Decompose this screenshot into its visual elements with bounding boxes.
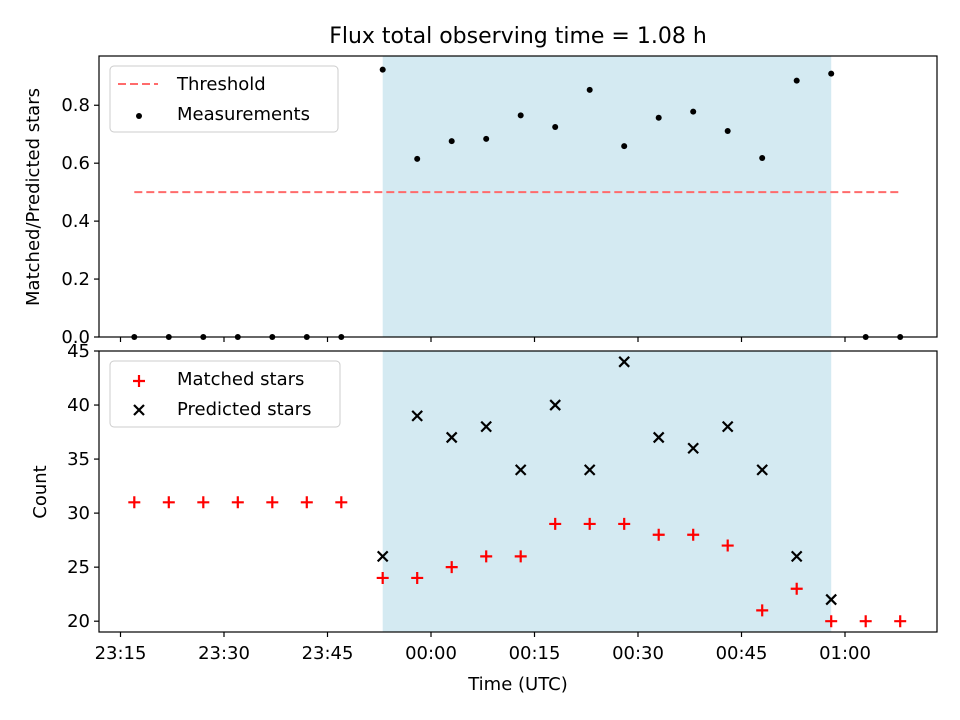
x-tick-label: 01:00 xyxy=(819,643,871,664)
matched-stars-point xyxy=(859,615,872,628)
matched-stars-point xyxy=(583,517,596,530)
y-tick-label: 20 xyxy=(67,611,90,632)
predicted-stars-point xyxy=(721,420,734,433)
observing-span xyxy=(382,56,832,337)
predicted-stars-point xyxy=(514,464,527,476)
matched-stars-point xyxy=(162,496,175,509)
measurement-point xyxy=(414,155,421,162)
measurement-point xyxy=(828,70,835,77)
matched-stars-point xyxy=(300,496,313,509)
matched-stars-point xyxy=(825,615,838,628)
matched-stars-point xyxy=(514,550,527,563)
measurement-point xyxy=(517,112,524,119)
matched-stars-point xyxy=(549,517,562,530)
chart-title: Flux total observing time = 1.08 h xyxy=(329,24,707,49)
x-tick-label: 00:45 xyxy=(716,643,768,664)
bottom-panel-frame xyxy=(98,350,938,633)
y-tick-label: 30 xyxy=(67,503,90,524)
legend-matched-label: Matched stars xyxy=(177,369,304,390)
legend-predicted-swatch xyxy=(133,404,145,416)
y-tick-label: 35 xyxy=(67,449,90,470)
y-tick-label: 0.0 xyxy=(61,327,90,348)
matched-stars-point xyxy=(721,539,734,552)
matched-stars-point xyxy=(790,582,803,595)
measurement-point xyxy=(448,138,455,145)
x-tick-label: 23:15 xyxy=(95,643,147,664)
matched-stars-point xyxy=(376,571,389,584)
matched-stars-point xyxy=(687,528,700,541)
predicted-stars-point xyxy=(411,410,423,422)
matched-stars-point xyxy=(618,517,631,530)
measurement-point xyxy=(759,154,766,161)
bottom-panel: 20 25 30 35 40 45 23:15 23:30 23:45 00:00 00:15 00… xyxy=(30,341,938,695)
y-tick-label: 25 xyxy=(67,557,90,578)
top-legend: Threshold Measurements xyxy=(109,65,339,133)
matched-stars-point xyxy=(480,550,493,563)
predicted-stars-point xyxy=(756,464,768,476)
y-tick-label: 0.6 xyxy=(61,153,90,174)
legend-predicted-label: Predicted stars xyxy=(177,399,311,420)
top-y-axis-label: Matched/Predicted stars xyxy=(23,88,44,306)
y-tick-label: 45 xyxy=(67,341,90,362)
measurement-point xyxy=(621,143,628,150)
measurement-point xyxy=(552,123,559,130)
x-tick-label: 23:45 xyxy=(302,643,354,664)
y-tick-label: 0.8 xyxy=(61,95,90,116)
measurement-point xyxy=(483,135,490,142)
matched-stars-point xyxy=(894,615,907,628)
x-axis-label: Time (UTC) xyxy=(467,674,568,695)
matched-stars-point xyxy=(652,528,665,541)
matched-stars-point xyxy=(411,571,424,584)
predicted-stars-point xyxy=(618,356,630,368)
top-panel-frame xyxy=(98,55,938,338)
x-tick-label: 00:30 xyxy=(612,643,664,664)
measurement-point xyxy=(724,128,731,135)
predicted-stars-point xyxy=(652,431,665,444)
predicted-stars-point xyxy=(825,593,837,606)
measurement-point xyxy=(655,114,662,121)
legend-matched-swatch xyxy=(133,375,145,387)
matched-stars-point xyxy=(335,496,348,509)
legend-threshold-label: Threshold xyxy=(176,74,266,95)
predicted-stars-point xyxy=(549,399,561,411)
legend-measurements-label: Measurements xyxy=(177,104,310,125)
measurement-point xyxy=(379,66,386,73)
matched-stars-point xyxy=(756,604,769,617)
legend-measurements-swatch xyxy=(136,113,142,119)
matched-stars-point xyxy=(266,496,279,509)
measurement-point xyxy=(793,77,800,84)
predicted-stars-point xyxy=(376,550,389,563)
y-tick-label: 0.4 xyxy=(61,211,90,232)
predicted-stars-point xyxy=(687,442,699,455)
x-tick-label: 23:30 xyxy=(198,643,250,664)
matched-stars-point xyxy=(445,561,458,574)
x-tick-label: 00:00 xyxy=(405,643,457,664)
bottom-legend: Matched stars Predicted stars xyxy=(109,360,341,428)
top-legend-box xyxy=(109,65,339,133)
matched-stars-point xyxy=(197,496,210,509)
observing-span xyxy=(382,351,832,632)
measurement-point xyxy=(690,108,697,115)
predicted-stars-point xyxy=(480,420,492,433)
top-panel: 0.00.20.40.60.8 Matched/Predicted stars … xyxy=(23,55,938,348)
x-tick-label: 00:15 xyxy=(509,643,561,664)
predicted-stars-point xyxy=(790,550,803,563)
measurement-point xyxy=(586,86,593,93)
matched-stars-point xyxy=(128,496,141,509)
predicted-stars-point xyxy=(583,464,596,476)
bottom-legend-box xyxy=(109,360,341,428)
y-tick-label: 0.2 xyxy=(61,269,90,290)
predicted-stars-point xyxy=(445,431,458,444)
bottom-y-axis-label: Count xyxy=(30,465,51,518)
matched-stars-point xyxy=(231,496,244,509)
y-tick-label: 40 xyxy=(67,395,90,416)
